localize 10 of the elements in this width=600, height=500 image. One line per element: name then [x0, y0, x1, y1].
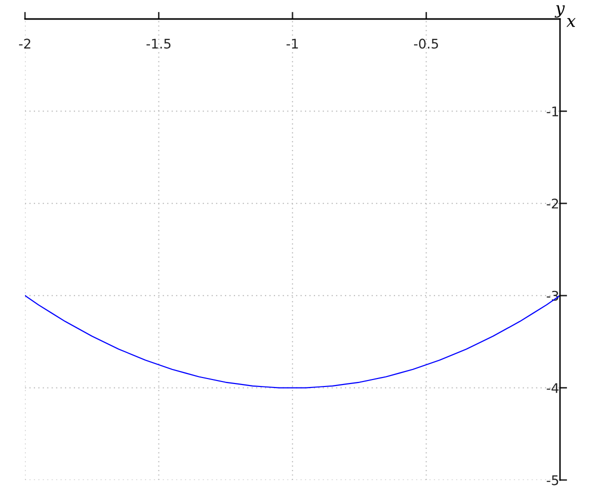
x-axis-title: x — [566, 18, 576, 27]
x-tick-label: -1.5 — [146, 38, 170, 49]
x-tick-label: -0.5 — [414, 38, 438, 49]
x-tick-label: -1 — [286, 38, 298, 48]
y-tick-label: -2 — [546, 198, 558, 208]
x-tick-label: -2 — [19, 38, 30, 48]
y-tick-label: -4 — [546, 383, 559, 393]
y-tick-label: -1 — [546, 106, 558, 116]
y-axis-title: y — [554, 5, 565, 18]
y-tick-label: -5 — [546, 475, 558, 486]
